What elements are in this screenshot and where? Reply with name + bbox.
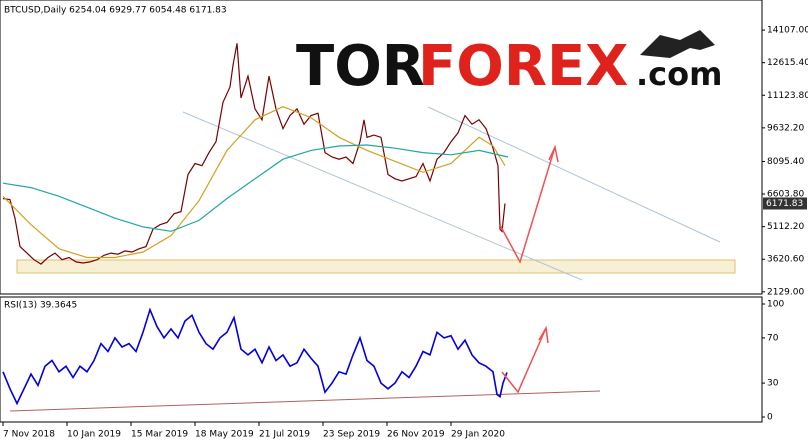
rsi-title: RSI(13) 39.3645: [4, 301, 77, 311]
x-tick-label: 18 May 2019: [195, 430, 254, 440]
y-tick-label: 70: [767, 333, 779, 343]
channel-line: [427, 106, 721, 243]
y-tick-label: 100: [767, 300, 784, 310]
channel-line: [182, 111, 583, 281]
logo-com: .com: [636, 55, 722, 93]
price-title: BTCUSD,Daily 6254.04 6929.77 6054.48 617…: [4, 6, 227, 16]
y-tick-label: 8095.40: [767, 157, 804, 167]
series-line: [2, 144, 509, 232]
y-tick-label: 5112.20: [767, 222, 804, 232]
y-tick-label: 14107.00: [767, 26, 808, 36]
rsi-trendline: [9, 390, 601, 412]
logo-bull: [640, 30, 715, 58]
x-tick-label: 15 Mar 2019: [131, 430, 188, 440]
logo-tor: TOR: [296, 34, 425, 99]
y-tick-label: 0: [767, 413, 773, 423]
x-tick-label: 23 Sep 2019: [323, 430, 380, 440]
series-line: [2, 106, 506, 259]
x-tick-label: 10 Jan 2019: [67, 430, 121, 440]
forecast-arrow: [499, 146, 556, 264]
x-tick-label: 21 Jul 2019: [259, 430, 310, 440]
y-tick-label: 6603.80: [767, 190, 804, 200]
series-line: [2, 307, 508, 406]
logo-forex: FOREX: [418, 34, 628, 99]
y-tick-label: 3620.60: [767, 255, 804, 265]
last-price-label: 6171.83: [766, 199, 803, 209]
x-tick-label: 26 Nov 2019: [387, 430, 445, 440]
price-panel: [0, 0, 763, 295]
rsi-panel: [0, 296, 763, 423]
last-price-box: [763, 197, 807, 210]
arrow-head: [538, 325, 549, 344]
arrow-head: [548, 144, 559, 163]
y-tick-label: 12615.40: [767, 58, 808, 68]
plot: [2, 43, 509, 406]
series-line: [2, 43, 506, 265]
y-tick-label: 11123.80: [767, 91, 808, 101]
y-tick-label: 2129.00: [767, 287, 804, 297]
x-tick-label: 7 Nov 2018: [3, 430, 55, 440]
rsi-arrow: [501, 327, 547, 394]
support-zone: [16, 259, 736, 274]
x-tick-label: 29 Jan 2020: [451, 430, 505, 440]
y-tick-label: 9632.20: [767, 123, 804, 133]
y-tick-label: 30: [767, 379, 779, 389]
watermark: TOR FOREX .com: [296, 30, 722, 99]
